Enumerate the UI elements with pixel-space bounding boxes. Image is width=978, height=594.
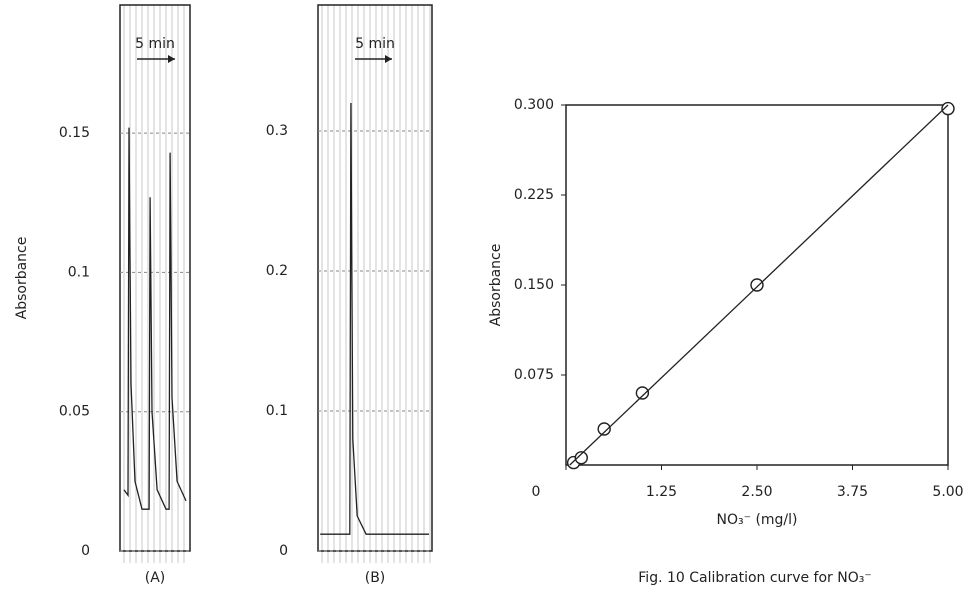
x-tick-label: 2.50 <box>741 484 772 500</box>
annotation: 5 min <box>135 36 175 52</box>
fit-line <box>570 105 948 465</box>
y-axis-label: Absorbance <box>14 237 30 320</box>
annotation-arrowhead <box>168 55 175 63</box>
y-tick-label: 0.225 <box>514 187 554 203</box>
data-point <box>636 387 648 399</box>
x-axis-label: NO₃⁻ (mg/l) <box>717 512 798 528</box>
annotation: 5 min <box>355 36 395 52</box>
x-tick-label: 5.00 <box>932 484 963 500</box>
figure: 0 0.05 0.1 0.15 Absorbance (A) 5 min 0 0.1 0.2 0.3… <box>0 0 978 594</box>
figure-caption: Fig. 10 Calibration curve for NO₃⁻ <box>638 570 871 586</box>
y-tick-label: 0.3 <box>266 123 288 139</box>
y-tick-label: 0.05 <box>59 404 90 420</box>
annotation-arrowhead <box>385 55 392 63</box>
x-tick-label: 0 <box>532 484 541 500</box>
x-axis-label: (B) <box>365 570 386 586</box>
y-tick-label: 0.1 <box>68 264 90 280</box>
data-point <box>751 279 763 291</box>
x-axis-label: (A) <box>145 570 166 586</box>
y-tick-label: 0.075 <box>514 367 554 383</box>
x-tick-label: 3.75 <box>837 484 868 500</box>
y-tick-label: 0.300 <box>514 97 554 113</box>
y-tick-label: 0.150 <box>514 277 554 293</box>
trace-line <box>320 103 429 534</box>
y-tick-label: 0.15 <box>59 125 90 141</box>
trace-line <box>124 128 186 510</box>
plot-frame <box>318 5 432 551</box>
y-tick-label: 0.2 <box>266 263 288 279</box>
y-tick-label: 0 <box>81 543 90 559</box>
y-tick-label: 0 <box>279 543 288 559</box>
y-axis-label: Absorbance <box>488 244 504 327</box>
x-tick-label: 1.25 <box>646 484 677 500</box>
y-tick-label: 0.1 <box>266 403 288 419</box>
